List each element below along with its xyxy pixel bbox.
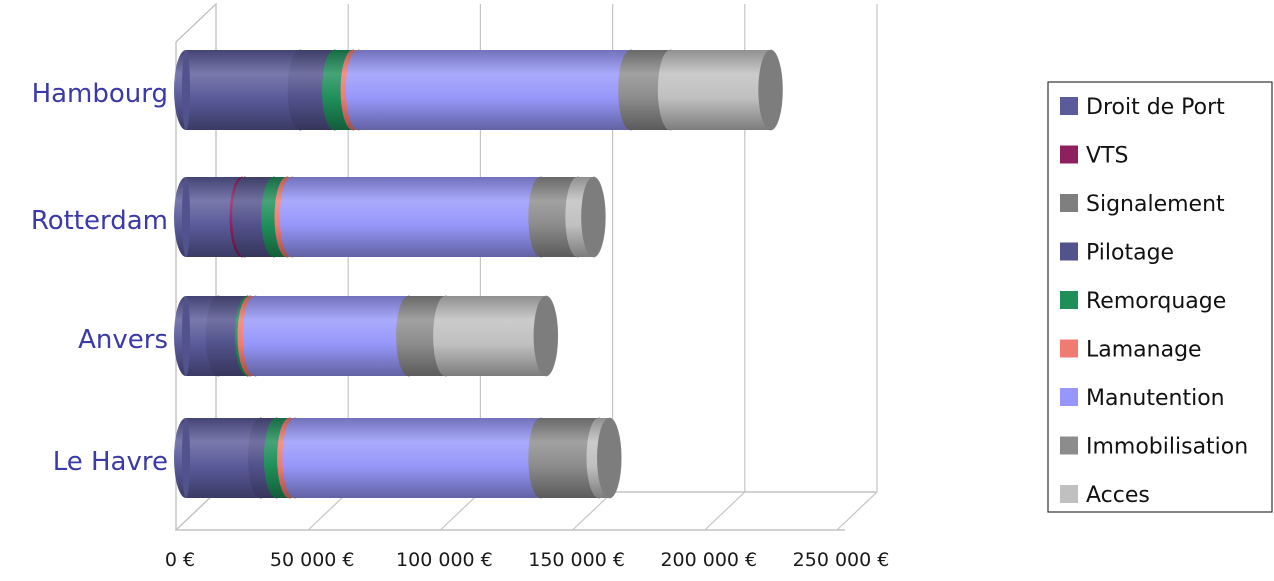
bar-segment xyxy=(345,50,643,130)
legend-label: Immobilisation xyxy=(1086,435,1248,460)
x-tick-label: 50 000 € xyxy=(270,549,355,571)
legend-label: VTS xyxy=(1086,144,1128,169)
bar-end-cap xyxy=(758,50,783,130)
legend: Droit de Port VTS Signalement Pilotage Remor… xyxy=(1047,81,1273,513)
bar-start-cap xyxy=(182,177,190,257)
legend-swatch xyxy=(1060,194,1078,212)
category-label: Le Havre xyxy=(53,447,168,477)
floor-gridline xyxy=(439,491,481,531)
bar-start-cap xyxy=(182,418,190,498)
category-label: Hambourg xyxy=(32,79,168,109)
x-tick-label: 100 000 € xyxy=(396,549,493,571)
legend-label: Lamanage xyxy=(1086,338,1202,363)
legend-label: Pilotage xyxy=(1086,241,1174,266)
legend-box xyxy=(1047,81,1273,513)
x-axis-labels: 0 € 50 000 € 100 000 € 150 000 € 200 000 € 25… xyxy=(165,549,889,571)
bar-segment xyxy=(279,177,553,257)
bar-segment xyxy=(282,418,553,498)
bar-segment xyxy=(174,50,312,130)
legend-label: Remorquage xyxy=(1086,289,1226,314)
legend-swatch xyxy=(1060,242,1078,261)
bars xyxy=(174,49,783,499)
floor-gridline xyxy=(836,491,878,531)
x-tick-label: 200 000 € xyxy=(660,549,757,571)
floor-gridline xyxy=(704,491,746,531)
bar-end-cap xyxy=(597,418,622,498)
category-label: Rotterdam xyxy=(31,206,168,236)
x-tick-label: 0 € xyxy=(165,549,195,571)
floor-gridline xyxy=(572,491,614,531)
legend-swatch xyxy=(1060,388,1078,406)
legend-swatch xyxy=(1060,145,1078,164)
y-axis-labels: Hambourg Rotterdam Anvers Le Havre xyxy=(31,79,168,477)
legend-swatch xyxy=(1060,339,1078,358)
bar-start-cap xyxy=(182,50,190,130)
bar-segment xyxy=(174,418,273,498)
legend-swatch xyxy=(1060,485,1078,503)
category-label: Anvers xyxy=(78,325,168,355)
x-tick-label: 250 000 € xyxy=(793,549,890,571)
legend-swatch xyxy=(1060,436,1078,455)
bar-segment xyxy=(242,296,421,376)
legend-swatch xyxy=(1060,97,1078,115)
bar-end-cap xyxy=(533,296,558,376)
x-tick-label: 150 000 € xyxy=(528,549,625,571)
bar-segment xyxy=(433,296,558,376)
bar-segment xyxy=(657,50,783,130)
legend-swatch xyxy=(1060,291,1078,309)
bar-start-cap xyxy=(182,296,190,376)
legend-label: Manutention xyxy=(1086,386,1225,411)
floor-gridline xyxy=(175,491,217,531)
legend-label: Signalement xyxy=(1086,192,1225,217)
floor-gridline xyxy=(307,491,349,531)
legend-label: Droit de Port xyxy=(1086,95,1225,120)
legend-label: Acces xyxy=(1086,483,1150,508)
bar-end-cap xyxy=(581,177,606,257)
